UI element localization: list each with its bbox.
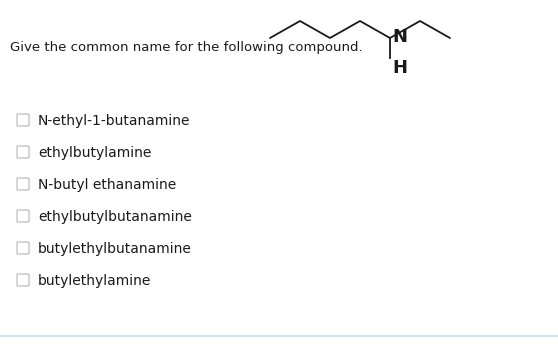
Text: butylethylbutanamine: butylethylbutanamine: [38, 241, 192, 256]
Text: N-ethyl-1-butanamine: N-ethyl-1-butanamine: [38, 114, 190, 128]
FancyBboxPatch shape: [17, 274, 29, 286]
Text: N-butyl ethanamine: N-butyl ethanamine: [38, 178, 176, 192]
FancyBboxPatch shape: [17, 210, 29, 222]
Text: ethylbutylbutanamine: ethylbutylbutanamine: [38, 209, 192, 224]
Text: Give the common name for the following compound.: Give the common name for the following c…: [10, 42, 363, 54]
Text: H: H: [392, 59, 407, 77]
FancyBboxPatch shape: [17, 178, 29, 190]
FancyBboxPatch shape: [17, 146, 29, 158]
Text: N: N: [392, 28, 407, 46]
Text: ethylbutylamine: ethylbutylamine: [38, 146, 151, 160]
FancyBboxPatch shape: [17, 242, 29, 254]
FancyBboxPatch shape: [17, 114, 29, 126]
Text: butylethylamine: butylethylamine: [38, 273, 151, 288]
